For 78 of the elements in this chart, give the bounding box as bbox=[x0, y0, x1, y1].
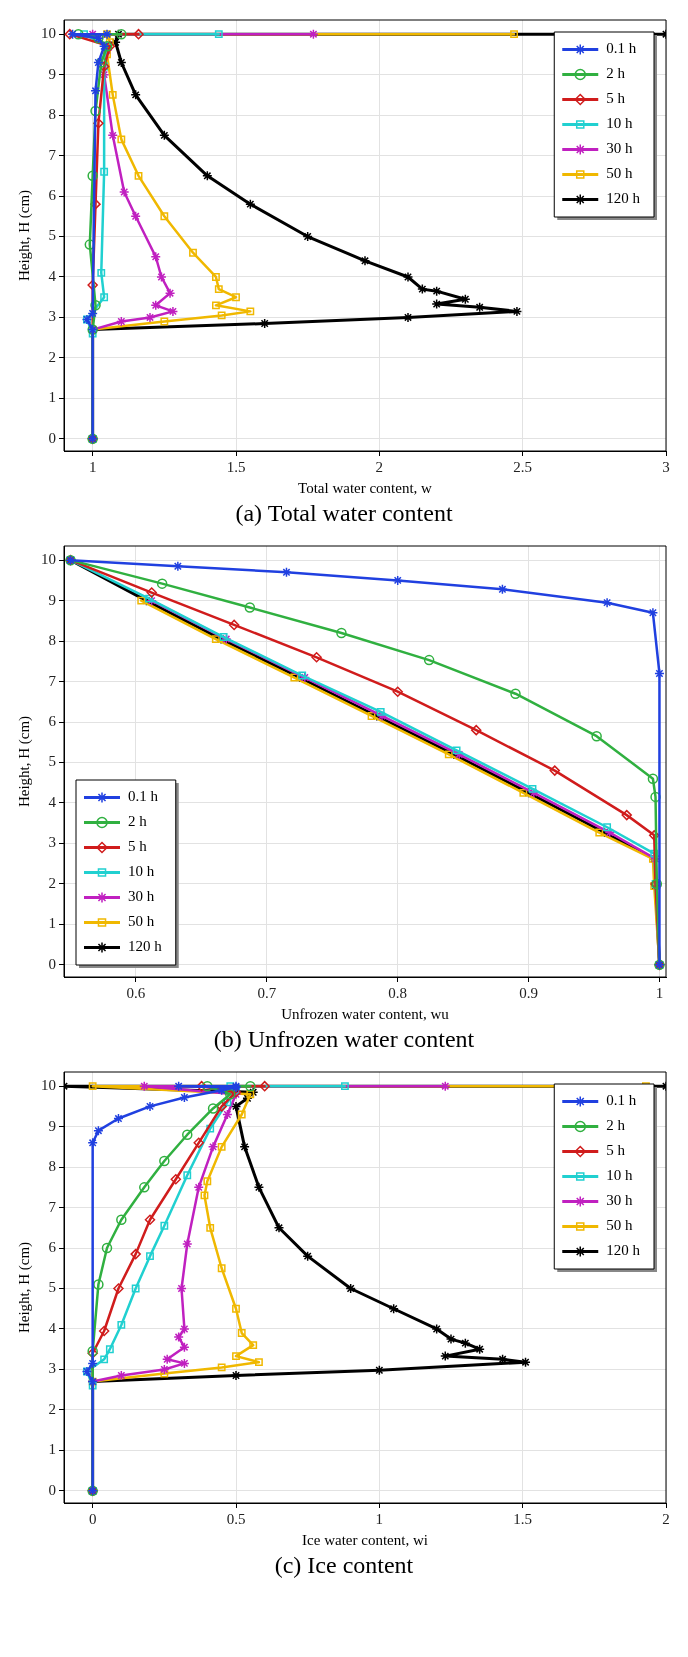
y-tick-label: 3 bbox=[48, 1360, 56, 1377]
y-tick-label: 0 bbox=[48, 1481, 56, 1498]
y-tick-label: 3 bbox=[48, 308, 56, 325]
x-tick-label: 2 bbox=[375, 458, 384, 475]
legend-label: 10 h bbox=[128, 863, 155, 880]
y-tick-label: 2 bbox=[48, 348, 56, 365]
y-tick-label: 8 bbox=[48, 1158, 56, 1175]
y-tick-label: 4 bbox=[48, 1319, 57, 1336]
y-tick-label: 3 bbox=[48, 834, 56, 851]
legend-label: 0.1 h bbox=[128, 788, 159, 805]
legend-label: 0.1 h bbox=[606, 1092, 637, 1109]
x-tick-label: 0.7 bbox=[257, 984, 277, 1001]
x-axis-title: Ice water content, wi bbox=[302, 1531, 428, 1548]
legend-label: 30 h bbox=[128, 888, 155, 905]
legend-label: 2 h bbox=[128, 813, 148, 830]
text: (b) Unfrozen water content bbox=[212, 1025, 476, 1054]
y-tick-label: 8 bbox=[48, 632, 56, 649]
y-tick-label: 2 bbox=[48, 1400, 56, 1417]
y-tick-label: 8 bbox=[48, 106, 56, 123]
y-tick-label: 5 bbox=[48, 1279, 56, 1296]
x-tick-label: 1 bbox=[375, 1510, 384, 1527]
legend-label: 120 h bbox=[606, 190, 641, 207]
y-tick-label: 7 bbox=[48, 672, 57, 689]
legend-label: 30 h bbox=[606, 140, 633, 157]
x-axis-title: Unfrozen water content, wu bbox=[281, 1005, 450, 1022]
legend-label: 10 h bbox=[606, 115, 633, 132]
x-tick-label: 0.8 bbox=[388, 984, 408, 1001]
x-tick-label: 3 bbox=[662, 458, 670, 475]
y-tick-label: 5 bbox=[48, 227, 56, 244]
y-tick-label: 0 bbox=[48, 429, 56, 446]
y-tick-label: 10 bbox=[41, 25, 56, 42]
legend-label: 50 h bbox=[606, 165, 633, 182]
legend-label: 10 h bbox=[606, 1167, 633, 1184]
y-tick-label: 6 bbox=[48, 1238, 57, 1255]
y-tick-label: 0 bbox=[48, 955, 56, 972]
legend-label: 120 h bbox=[128, 938, 163, 955]
legend-label: 50 h bbox=[128, 913, 155, 930]
x-axis-title: Total water content, w bbox=[298, 479, 433, 496]
x-tick-label: 2.5 bbox=[513, 458, 533, 475]
legend-label: 2 h bbox=[606, 65, 626, 82]
y-axis-title: Height, H (cm) bbox=[15, 1241, 33, 1334]
y-tick-label: 1 bbox=[48, 915, 56, 932]
y-tick-label: 5 bbox=[48, 753, 56, 770]
legend-label: 30 h bbox=[606, 1192, 633, 1209]
y-tick-label: 1 bbox=[48, 1441, 56, 1458]
y-tick-label: 6 bbox=[48, 186, 57, 203]
legend-label: 5 h bbox=[128, 838, 148, 855]
y-tick-label: 10 bbox=[41, 551, 56, 568]
legend-label: 50 h bbox=[606, 1217, 633, 1234]
x-tick-label: 0.5 bbox=[226, 1510, 246, 1527]
y-tick-label: 10 bbox=[41, 1077, 56, 1094]
x-tick-label: 1 bbox=[88, 458, 97, 475]
x-tick-label: 0.6 bbox=[126, 984, 146, 1001]
x-tick-label: 1.5 bbox=[226, 458, 246, 475]
y-tick-label: 9 bbox=[48, 65, 56, 82]
legend-label: 5 h bbox=[606, 90, 626, 107]
y-tick-label: 9 bbox=[48, 1117, 56, 1134]
y-tick-label: 2 bbox=[48, 874, 56, 891]
legend-label: 120 h bbox=[606, 1242, 641, 1259]
x-tick-label: 0.9 bbox=[519, 984, 538, 1001]
x-tick-label: 1.5 bbox=[513, 1510, 533, 1527]
legend-label: 0.1 h bbox=[606, 40, 637, 57]
y-tick-label: 9 bbox=[48, 591, 56, 608]
text: (a) Total water content bbox=[234, 499, 454, 528]
y-tick-label: 6 bbox=[48, 712, 57, 729]
x-tick-label: 2 bbox=[662, 1510, 670, 1527]
y-tick-label: 7 bbox=[48, 1198, 57, 1215]
legend-label: 2 h bbox=[606, 1117, 626, 1134]
y-tick-label: 7 bbox=[48, 146, 57, 163]
y-axis-title: Height, H (cm) bbox=[15, 189, 33, 282]
y-tick-label: 4 bbox=[48, 793, 57, 810]
y-tick-label: 4 bbox=[48, 267, 57, 284]
x-tick-label: 0 bbox=[88, 1510, 97, 1527]
text: (c) Ice content bbox=[273, 1551, 415, 1580]
y-tick-label: 1 bbox=[48, 389, 56, 406]
y-axis-title: Height, H (cm) bbox=[15, 715, 33, 808]
x-tick-label: 1 bbox=[655, 984, 664, 1001]
legend-label: 5 h bbox=[606, 1142, 626, 1159]
